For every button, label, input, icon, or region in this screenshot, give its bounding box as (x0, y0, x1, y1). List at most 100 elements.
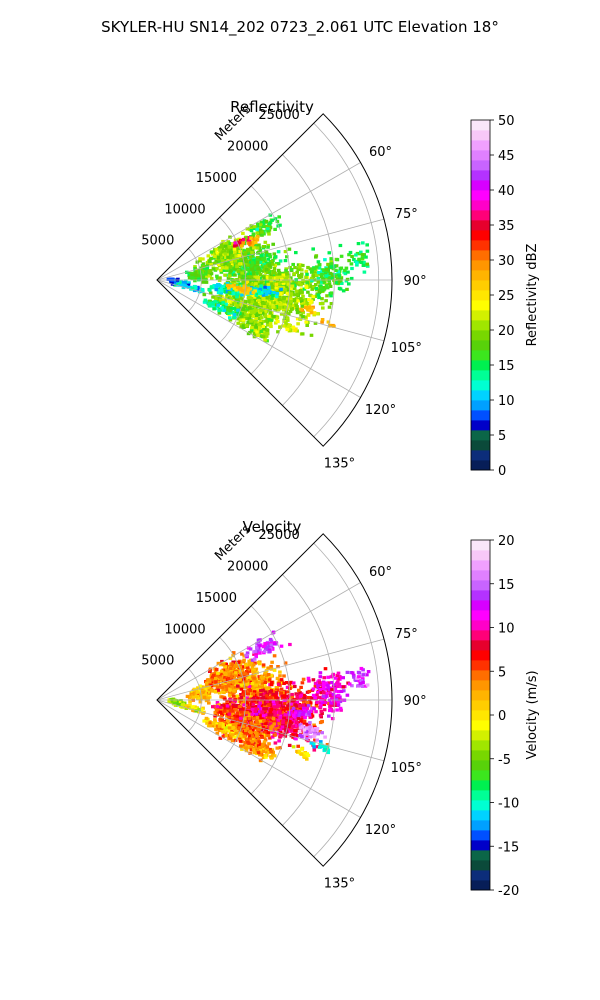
echo-gate (258, 651, 262, 655)
echo-gate (310, 287, 314, 291)
colorbar-tick-label: 30 (498, 254, 515, 269)
echo-gate (318, 671, 323, 675)
echo-gate (208, 301, 212, 305)
colorbar-swatch (471, 230, 490, 241)
echo-gate (254, 266, 258, 270)
echo-gate (202, 719, 206, 723)
echo-gate (228, 265, 233, 269)
echo-gate (227, 263, 231, 267)
echo-gate (236, 710, 240, 714)
colorbar-swatch (471, 300, 490, 311)
echo-gate (257, 298, 261, 302)
echo-gate (268, 722, 273, 726)
echo-gate (243, 250, 248, 254)
echo-gate (237, 731, 242, 736)
echo-gate (319, 709, 324, 713)
echo-gate (299, 313, 303, 317)
echo-gate (272, 754, 277, 758)
echo-gate (226, 308, 230, 312)
echo-gate (328, 708, 332, 713)
echo-gate (317, 679, 321, 683)
echo-gate (304, 285, 309, 290)
echo-gate (191, 695, 196, 699)
echo-gate (358, 682, 363, 686)
echo-gate (248, 729, 252, 733)
panel-title: Reflectivity (230, 98, 314, 116)
echo-gate (266, 734, 271, 738)
echo-gate (249, 660, 253, 664)
echo-gate (230, 672, 235, 676)
echo-gate (262, 740, 267, 744)
echo-gate (257, 744, 261, 748)
echo-gate (208, 291, 213, 295)
echo-gate (343, 272, 348, 276)
echo-gate (288, 294, 293, 299)
echo-gate (225, 266, 229, 270)
echo-gate (307, 306, 312, 310)
echo-gate (291, 681, 296, 685)
echo-gate (166, 277, 171, 281)
echo-gate (306, 696, 311, 700)
echo-gate (223, 675, 227, 680)
echo-gate (272, 654, 277, 658)
echo-gate (308, 283, 312, 287)
echo-gate (265, 641, 270, 645)
echo-gate (236, 297, 240, 301)
echo-gate (277, 682, 281, 687)
echo-gate (231, 311, 235, 315)
echo-gate (263, 332, 267, 336)
echo-gate (219, 289, 223, 293)
echo-gate (247, 239, 252, 243)
echo-gate (206, 690, 210, 694)
echo-gate (207, 299, 212, 303)
echo-gate (231, 270, 236, 274)
echo-gate (242, 300, 247, 304)
colorbar-tick-label: 45 (498, 149, 515, 164)
echo-gate (312, 311, 317, 315)
echo-gate (235, 261, 239, 265)
echo-gate (338, 243, 343, 248)
echo-gate (181, 283, 185, 287)
echo-gate (278, 714, 283, 718)
reflectivity-panel: Reflectivity500010000150002000025000Mete… (141, 98, 540, 479)
echo-gate (309, 294, 313, 298)
echo-gate (255, 246, 260, 250)
echo-gate (263, 722, 268, 726)
echo-gate (318, 713, 323, 717)
colorbar-swatch (471, 130, 490, 141)
echo-gate (239, 687, 244, 691)
echo-gate (242, 285, 247, 289)
echo-gate (324, 274, 328, 278)
echo-gate (267, 650, 271, 654)
echo-gate (258, 272, 263, 277)
echo-gate (319, 715, 323, 719)
echo-gate (213, 670, 218, 674)
echo-gate (248, 313, 253, 317)
echo-gate (245, 313, 249, 317)
echo-gate (300, 299, 304, 303)
echo-gate (327, 681, 331, 685)
echo-gate (257, 676, 262, 680)
echo-gate (270, 300, 275, 304)
echo-gate (335, 681, 339, 685)
echo-gate (218, 722, 223, 726)
echo-gate (263, 315, 268, 319)
echo-gate (335, 258, 340, 262)
echo-gate (322, 676, 326, 680)
echo-gate (290, 692, 294, 697)
echo-gate (291, 282, 295, 286)
echo-gate (251, 687, 256, 691)
echo-gate (255, 260, 260, 264)
echo-gate (263, 642, 267, 646)
echo-gate (327, 282, 332, 286)
echo-gate (350, 684, 354, 688)
echo-gate (301, 310, 305, 314)
echo-gate (268, 321, 273, 325)
echo-gate (236, 308, 240, 312)
echo-gate (209, 276, 214, 281)
echo-gate (272, 315, 276, 319)
echo-gate (242, 723, 246, 727)
echo-gate (277, 722, 281, 726)
echo-gate (229, 259, 234, 263)
